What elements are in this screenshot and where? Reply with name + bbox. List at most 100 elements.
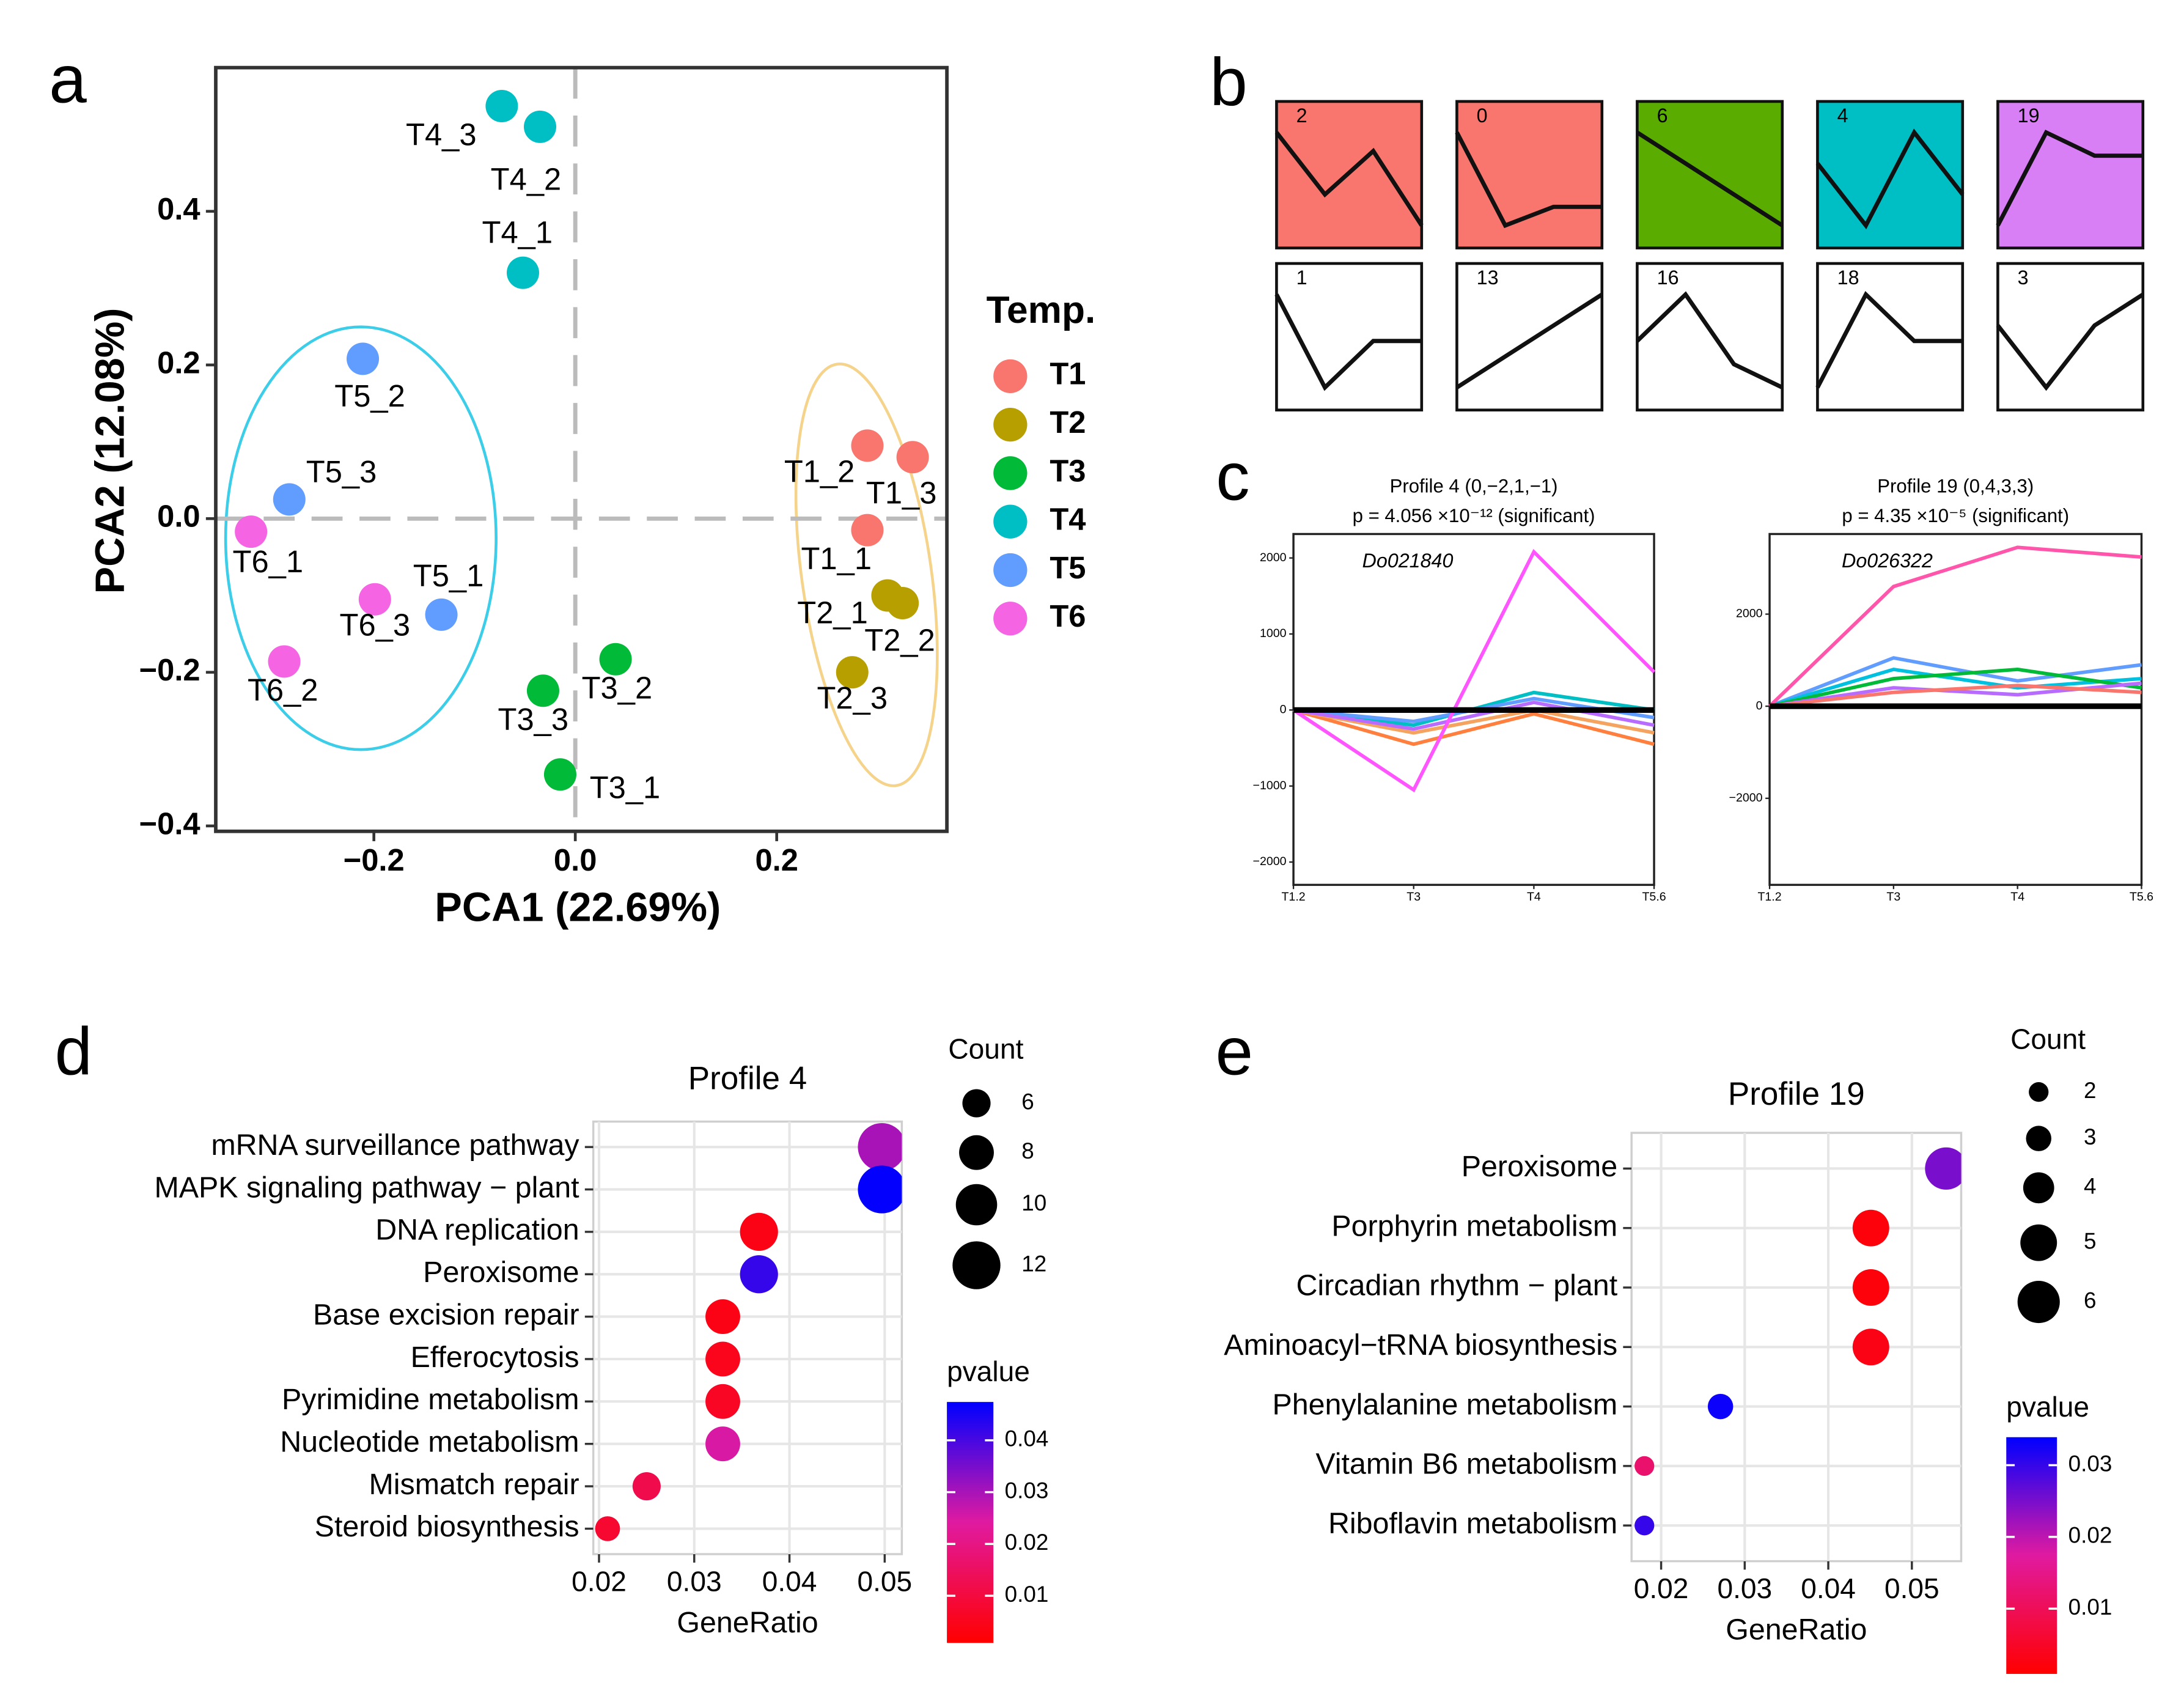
profile-line: [1455, 292, 1603, 389]
chart-subtitle: p = 4.056 ×10⁻¹² (significant): [1353, 505, 1595, 526]
x-tick-label: T5.6: [2130, 890, 2153, 904]
profile-box: [1636, 262, 1784, 411]
profile-number: 16: [1657, 267, 1679, 289]
y-tick-label: −0.4: [139, 806, 200, 841]
profile-number: 1: [1296, 267, 1307, 289]
size-legend-dot: [2017, 1280, 2060, 1324]
x-tick-label: T5.6: [1642, 890, 1666, 904]
x-tick-label: T3: [1406, 890, 1421, 904]
legend-label: T4: [1050, 502, 1086, 537]
profile-number: 19: [2018, 105, 2040, 127]
dots: [1634, 1147, 1962, 1536]
x-tick-label: T1.2: [1757, 890, 1781, 904]
legend-title: Temp.: [987, 289, 1096, 331]
size-legend-dot: [952, 1241, 1001, 1289]
dot: [1925, 1147, 1962, 1190]
category-label: Efferocytosis: [411, 1341, 579, 1374]
legend-label: T5: [1050, 550, 1086, 585]
y-axis-title: PCA2 (12.08%): [87, 308, 133, 594]
plot-frame: [214, 65, 949, 833]
panel-letter: b: [1210, 45, 1248, 120]
legend-label: T3: [1050, 453, 1086, 488]
y-tick-label: 2000: [1736, 607, 1763, 621]
x-tick-label: T4: [2010, 890, 2024, 904]
profile-number: 3: [2018, 267, 2029, 289]
dot: [1852, 1209, 1889, 1247]
point-label: T2_3: [817, 680, 888, 715]
size-legend-label: 4: [2084, 1174, 2097, 1199]
y-tick-label: 0: [1756, 699, 1763, 712]
series-line: [1769, 667, 2142, 708]
color-bar: [947, 1402, 994, 1643]
chart-title: Profile 19: [1728, 1076, 1865, 1112]
legend-label: T1: [1050, 356, 1086, 391]
legend-swatch: [993, 359, 1028, 394]
category-label: Vitamin B6 metabolism: [1315, 1448, 1617, 1481]
dot: [740, 1255, 778, 1294]
chart-title: Profile 19 (0,4,3,3): [1877, 476, 2034, 497]
x-tick-label: T4: [1527, 890, 1541, 904]
point: [425, 598, 458, 631]
y-tick-label: −2000: [1253, 855, 1287, 868]
point: [851, 429, 884, 462]
dot: [1852, 1329, 1889, 1366]
category-label: Circadian rhythm − plant: [1296, 1269, 1617, 1302]
y-tick-label: 0: [1280, 703, 1287, 717]
point-label: T5_2: [334, 378, 405, 413]
x-tick-label: 0.2: [755, 842, 798, 877]
point-label: T6_2: [248, 673, 318, 707]
annotation: Do021840: [1362, 550, 1454, 572]
chart-title: Profile 4 (0,−2,1,−1): [1390, 476, 1558, 497]
x-tick-label: −0.2: [344, 842, 405, 877]
series-line: [1769, 667, 2142, 708]
dot: [1707, 1393, 1734, 1420]
color-tick-label: 0.03: [1005, 1478, 1049, 1503]
x-tick-label: 0.02: [1634, 1572, 1689, 1604]
dot: [1634, 1456, 1655, 1476]
point-label: T1_3: [866, 475, 937, 510]
x-tick-label: T3: [1886, 890, 1900, 904]
category-label: Nucleotide metabolism: [280, 1425, 579, 1458]
size-legend-label: 10: [1021, 1190, 1046, 1215]
size-legend-title: Count: [948, 1033, 1023, 1064]
category-label: Porphyrin metabolism: [1331, 1209, 1617, 1242]
series-line: [1292, 548, 1656, 793]
color-legend-title: pvalue: [947, 1355, 1030, 1387]
category-label: Aminoacyl−tRNA biosynthesis: [1224, 1329, 1617, 1362]
dot: [1852, 1269, 1889, 1306]
point-label: T3_1: [590, 770, 661, 805]
series-line: [1293, 708, 1655, 735]
profile-box: [1996, 262, 2145, 411]
point: [543, 758, 576, 791]
panel-letter: c: [1216, 439, 1249, 514]
x-axis-title: PCA1 (22.69%): [435, 885, 721, 930]
size-legend-label: 2: [2084, 1078, 2097, 1103]
size-legend-dot: [2026, 1126, 2051, 1151]
point-label: T6_3: [340, 608, 411, 643]
color-tick-label: 0.02: [2068, 1523, 2112, 1548]
panel-letter: e: [1216, 1014, 1254, 1089]
dot: [1634, 1516, 1655, 1536]
size-legend-dot: [2023, 1172, 2054, 1204]
y-tick-label: 0.0: [157, 499, 200, 534]
profile-number: 0: [1477, 105, 1488, 127]
dot: [632, 1472, 661, 1501]
profile-box: [1636, 100, 1784, 249]
color-tick-label: 0.02: [1005, 1530, 1049, 1555]
profile-line: [1455, 131, 1602, 229]
series-line: [1293, 700, 1655, 731]
category-label: MAPK signaling pathway − plant: [154, 1171, 579, 1204]
point-label: T2_1: [797, 595, 868, 630]
dot: [705, 1426, 740, 1462]
point: [599, 643, 632, 676]
point-label: T5_1: [413, 558, 484, 593]
profile-box: [1455, 262, 1604, 411]
point-label: T3_2: [582, 670, 653, 705]
legend-swatch: [993, 456, 1028, 490]
x-tick-label: 0.05: [1884, 1572, 1939, 1604]
point: [886, 587, 919, 620]
y-tick-label: −2000: [1729, 791, 1763, 805]
point-label: T5_3: [306, 454, 377, 489]
color-tick-label: 0.01: [1005, 1582, 1049, 1607]
